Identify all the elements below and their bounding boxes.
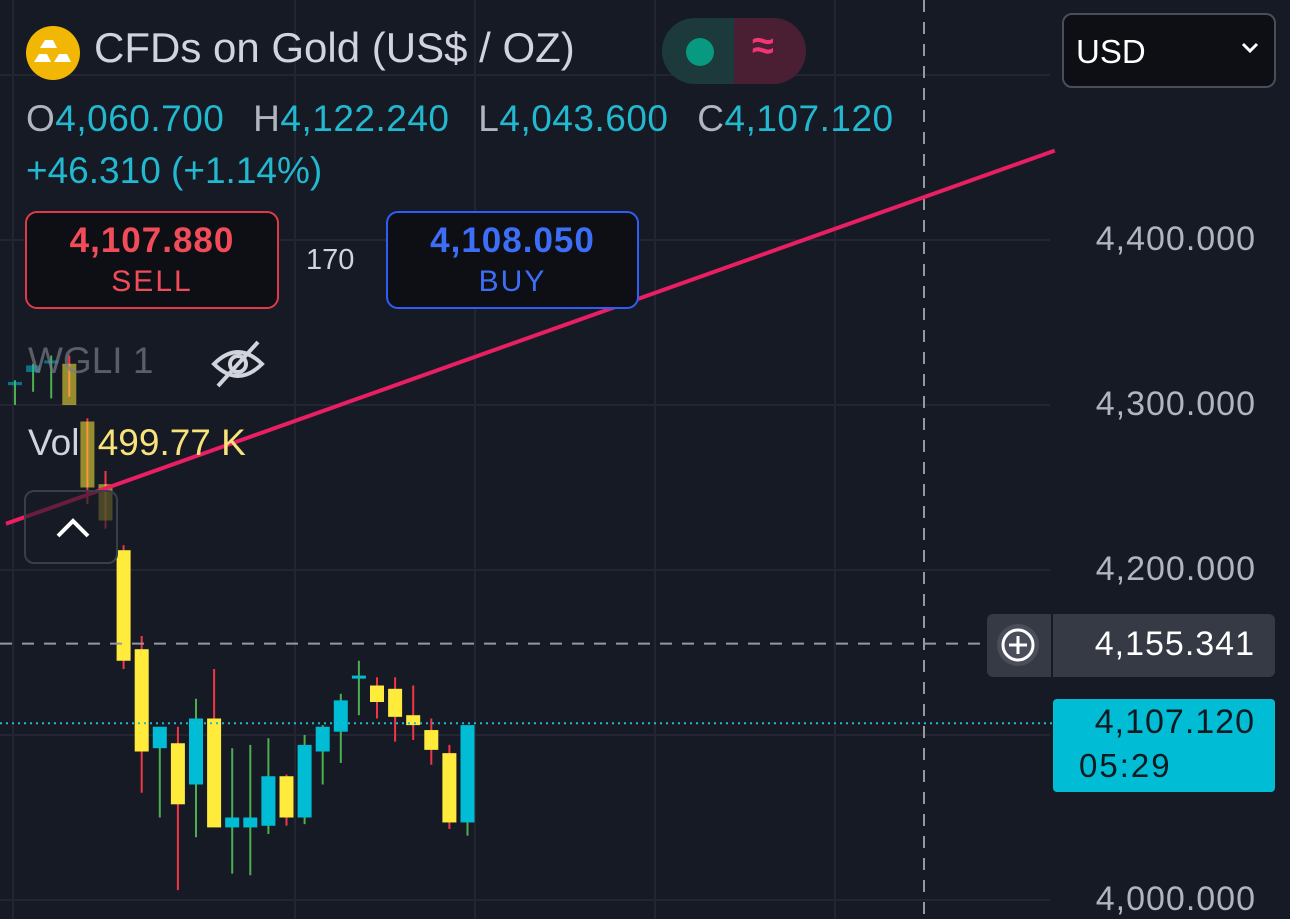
wgli-indicator-label[interactable]: WGLI 1 xyxy=(28,340,154,381)
market-open-dot-icon xyxy=(686,38,714,66)
candle-body xyxy=(189,718,203,785)
crosshair-price-label: 4,155.341 xyxy=(987,614,1275,677)
candle-body xyxy=(134,649,149,752)
sell-price: 4,107.880 xyxy=(69,221,235,260)
plus-circle-icon xyxy=(1001,628,1035,662)
last-price-label: 4,107.120 05:29 xyxy=(1053,699,1275,792)
last-price-value: 4,107.120 xyxy=(1094,703,1255,741)
currency-select[interactable]: USD xyxy=(1062,13,1276,88)
candle-body xyxy=(116,550,131,661)
candle-body xyxy=(207,718,222,828)
bar-countdown: 05:29 xyxy=(1079,747,1172,784)
y-tick-label: 4,200.000 xyxy=(1095,550,1256,588)
buy-label: BUY xyxy=(478,265,547,298)
low-value: 4,043.600 xyxy=(499,98,669,139)
low-label: L xyxy=(478,98,500,139)
high-value: 4,122.240 xyxy=(280,98,450,139)
high-label: H xyxy=(253,98,281,139)
buy-button[interactable]: 4,108.050 BUY xyxy=(386,211,639,309)
volume-value: 499.77 K xyxy=(97,422,246,463)
candle-body xyxy=(315,726,330,752)
spread-value: 170 xyxy=(306,244,355,276)
volume-label: Vol xyxy=(28,422,80,463)
candle-body xyxy=(442,753,457,823)
chevron-up-icon xyxy=(56,518,90,538)
symbol-title[interactable]: CFDs on Gold (US$ / OZ) xyxy=(94,24,575,71)
candle-body xyxy=(225,817,240,828)
y-tick-label: 4,400.000 xyxy=(1095,220,1256,258)
candle-body xyxy=(297,744,312,818)
currency-value: USD xyxy=(1076,33,1146,70)
y-tick-label: 4,000.000 xyxy=(1095,880,1256,918)
crosshair-price-value: 4,155.341 xyxy=(1094,625,1255,663)
candle-body xyxy=(62,363,77,405)
candle-body xyxy=(80,421,95,488)
collapse-legend-button[interactable] xyxy=(24,490,118,564)
candle-body xyxy=(424,730,439,750)
close-value: 4,107.120 xyxy=(724,98,894,139)
market-status[interactable]: ≈ xyxy=(662,18,806,84)
candle-body xyxy=(152,726,167,749)
candle-body xyxy=(333,700,348,732)
close-label: C xyxy=(697,98,725,139)
delayed-data-icon: ≈ xyxy=(752,24,774,68)
chart-overlay xyxy=(0,0,1056,919)
gold-logo-icon xyxy=(26,26,80,80)
candle-body xyxy=(388,688,403,717)
ohlc-values: O4,060.700 H4,122.240 L4,043.600 C4,107.… xyxy=(26,98,912,140)
sell-button[interactable]: 4,107.880 SELL xyxy=(25,211,279,309)
sell-label: SELL xyxy=(111,265,193,298)
candle-body xyxy=(279,776,294,818)
candle-body xyxy=(44,360,59,364)
price-change: +46.310 (+1.14%) xyxy=(26,150,323,191)
candle-body xyxy=(243,817,258,828)
chevron-down-icon xyxy=(1241,42,1259,54)
trendline xyxy=(5,148,1056,526)
candle-body xyxy=(26,365,41,372)
candle-body xyxy=(370,685,384,702)
open-value: 4,060.700 xyxy=(55,98,225,139)
buy-price: 4,108.050 xyxy=(430,221,595,260)
candle-body xyxy=(351,675,366,679)
candle-body xyxy=(8,381,22,386)
candle-body xyxy=(460,725,475,823)
open-label: O xyxy=(26,98,56,139)
candle-body xyxy=(261,776,276,826)
volume-indicator[interactable]: Vol 499.77 K xyxy=(28,422,246,464)
eye-hidden-icon[interactable] xyxy=(210,338,266,395)
candle-body xyxy=(406,715,421,726)
add-alert-button[interactable] xyxy=(997,624,1039,666)
candle-body xyxy=(170,743,185,805)
y-tick-label: 4,300.000 xyxy=(1095,385,1256,423)
